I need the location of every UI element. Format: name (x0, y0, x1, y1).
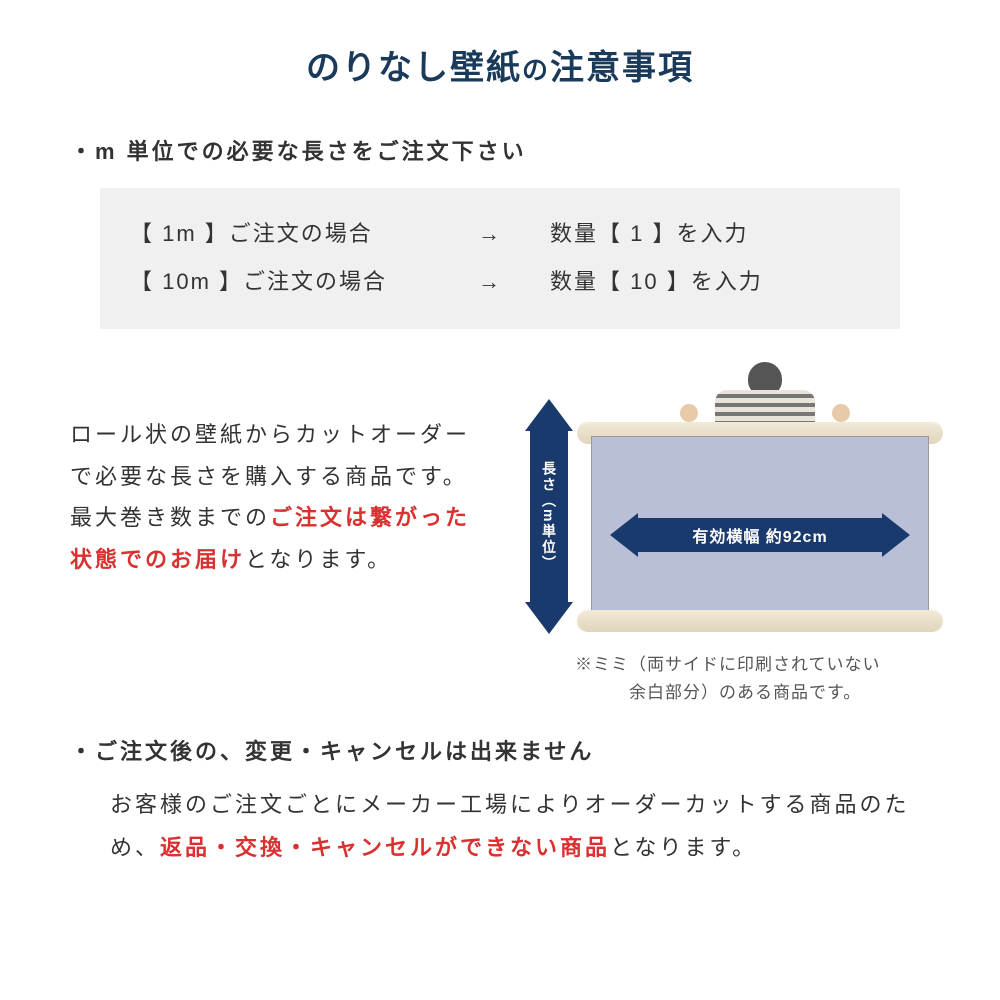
caption-line1: ※ミミ（両サイドに印刷されていない (575, 655, 881, 674)
person-icon (700, 362, 830, 427)
desc-line3: となります。 (245, 547, 392, 572)
example-row: 【 1m 】ご注文の場合 → 数量【 1 】を入力 (130, 210, 870, 258)
page-title: のりなし壁紙の注意事項 (70, 40, 930, 89)
example-row: 【 10m 】ご注文の場合 → 数量【 10 】を入力 (130, 258, 870, 306)
mid-section: ロール状の壁紙からカットオーダーで必要な長さを購入する商品です。最大巻き数までの… (70, 374, 930, 694)
title-connector: の (522, 55, 550, 85)
body-red: 返品・交換・キャンセルができない商品 (160, 835, 610, 860)
vertical-arrow-icon: 長さ（m単位） (525, 399, 573, 634)
section2-body: お客様のご注文ごとにメーカー工場によりオーダーカットする商品のため、返品・交換・… (70, 784, 930, 870)
wallpaper-illustration: 長さ（m単位） 有効横幅 約92cm ※ミミ（両サイドに印刷されていない 余白部… (515, 374, 930, 694)
arrow-right-icon: → (470, 258, 510, 306)
h-arrow-label: 有効横幅 約92cm (692, 523, 827, 547)
roll-description: ロール状の壁紙からカットオーダーで必要な長さを購入する商品です。最大巻き数までの… (70, 374, 490, 694)
caption-line2: 余白部分）のある商品です。 (575, 679, 940, 706)
title-main: のりなし壁紙 (306, 49, 522, 87)
title-sub: 注意事項 (550, 49, 694, 87)
section1-bullet: ・m 単位での必要な長さをご注文下さい (70, 134, 930, 166)
arrow-right-icon: → (470, 210, 510, 258)
v-arrow-label: 長さ（m単位） (539, 461, 559, 571)
example-right: 数量【 10 】を入力 (550, 258, 870, 306)
wallpaper-roll-icon: 有効横幅 約92cm (585, 422, 935, 632)
horizontal-arrow-icon: 有効横幅 約92cm (610, 513, 910, 557)
order-example-box: 【 1m 】ご注文の場合 → 数量【 1 】を入力 【 10m 】ご注文の場合 … (100, 188, 900, 329)
section2-bullet: ・ご注文後の、変更・キャンセルは出来ません (70, 734, 930, 766)
illustration-caption: ※ミミ（両サイドに印刷されていない 余白部分）のある商品です。 (575, 651, 940, 705)
body-post: となります。 (610, 835, 757, 860)
example-left: 【 10m 】ご注文の場合 (130, 258, 430, 306)
example-left: 【 1m 】ご注文の場合 (130, 210, 430, 258)
example-right: 数量【 1 】を入力 (550, 210, 870, 258)
